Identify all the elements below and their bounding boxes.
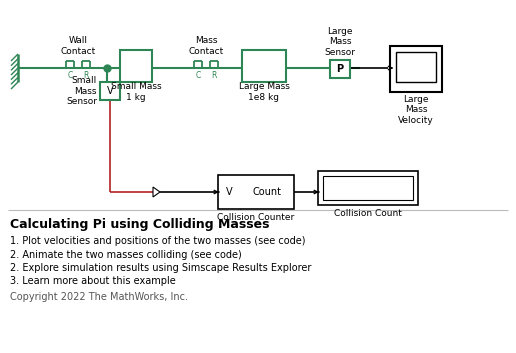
Bar [330,60,350,78]
Text: Collision Counter: Collision Counter [217,213,295,221]
Text: C: C [196,71,201,79]
Text: Large Mass
1e8 kg: Large Mass 1e8 kg [238,82,289,102]
Text: Count: Count [252,187,282,197]
Bar [318,171,418,205]
Text: Collision Count: Collision Count [334,209,402,217]
Bar [242,50,286,82]
Text: Mass
Contact: Mass Contact [188,36,223,56]
Bar [390,46,442,92]
Text: R: R [212,71,217,79]
Text: 1. Plot velocities and positions of the two masses (see code): 1. Plot velocities and positions of the … [10,236,305,246]
Text: Large
Mass
Sensor: Large Mass Sensor [325,27,356,57]
Polygon shape [153,187,160,197]
Text: Large
Mass
Velocity: Large Mass Velocity [398,95,434,125]
Text: Copyright 2022 The MathWorks, Inc.: Copyright 2022 The MathWorks, Inc. [10,292,188,302]
Text: 2. Animate the two masses colliding (see code): 2. Animate the two masses colliding (see… [10,250,242,259]
Text: V: V [225,187,232,197]
Text: Calculating Pi using Colliding Masses: Calculating Pi using Colliding Masses [10,218,269,231]
Bar [100,82,120,100]
Text: C: C [68,71,73,79]
Text: R: R [83,71,89,79]
Text: 3. Learn more about this example: 3. Learn more about this example [10,276,176,287]
Bar [323,176,413,200]
Text: V: V [107,86,114,96]
Text: 2. Explore simulation results using Simscape Results Explorer: 2. Explore simulation results using Sims… [10,263,311,273]
Text: Small Mass
1 kg: Small Mass 1 kg [111,82,162,102]
Bar [218,175,294,209]
Bar [120,50,152,82]
Bar [396,52,436,82]
Text: Small
Mass
Sensor: Small Mass Sensor [66,76,97,106]
Text: P: P [336,64,344,74]
Text: Wall
Contact: Wall Contact [60,36,95,56]
